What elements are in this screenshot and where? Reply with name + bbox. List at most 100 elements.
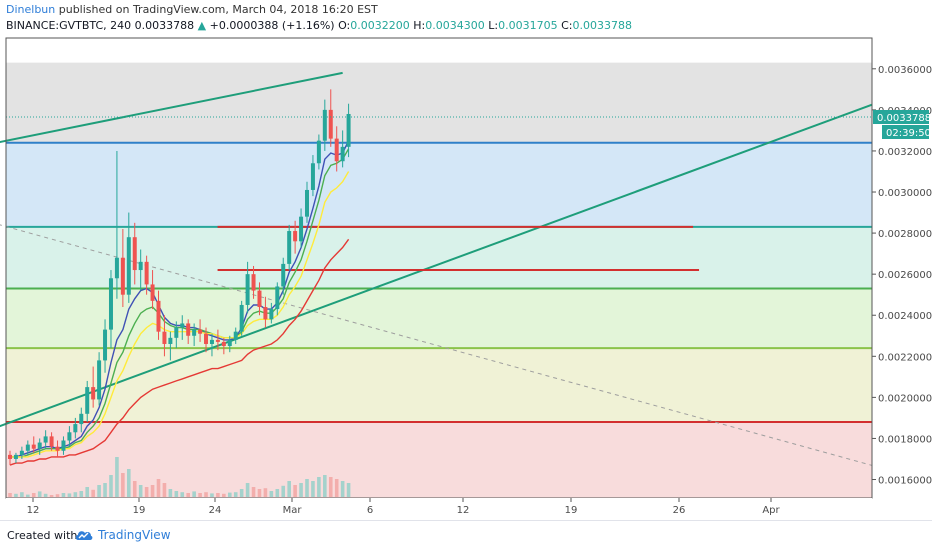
moving-average-line (10, 148, 350, 458)
candle-body (67, 432, 72, 441)
candle (37, 438, 42, 455)
candle-body (174, 327, 179, 338)
fib-band (6, 348, 872, 423)
fib-band (6, 226, 872, 289)
candle-body (204, 333, 209, 344)
close-label: C: (561, 19, 573, 32)
candle (114, 150, 119, 299)
candle (8, 450, 12, 466)
candle-body (31, 444, 36, 449)
candle-body (287, 231, 292, 264)
candle-body (120, 257, 125, 295)
candle (31, 436, 36, 453)
volume-bar (67, 493, 72, 497)
volume-bar (239, 489, 244, 497)
volume-bar (73, 492, 78, 497)
volume-bar (233, 492, 238, 497)
price-change: +0.0000388 (+1.16%) (209, 19, 335, 32)
candlesticks (8, 89, 351, 466)
candle (55, 440, 60, 457)
volume-bar (216, 493, 220, 497)
volume-bar (109, 475, 113, 497)
candle (186, 319, 191, 344)
candle-body (346, 113, 351, 147)
volume-bar (222, 493, 226, 497)
candle-body (310, 163, 315, 190)
candle (132, 222, 137, 285)
candle-body (8, 454, 12, 459)
candle-body (269, 309, 274, 320)
candle-body (91, 387, 96, 400)
candle-body (340, 146, 345, 162)
candle-body (103, 329, 108, 361)
moving-average-line (10, 140, 350, 458)
candle-body (299, 216, 304, 242)
time-axis[interactable] (6, 498, 872, 520)
candle (227, 335, 232, 353)
candle-body (126, 237, 131, 295)
price-chart[interactable]: 0.00360000.00340000.00320000.00300000.00… (0, 0, 932, 520)
x-tick-label: 24 (209, 505, 222, 516)
candle (138, 249, 143, 291)
fib-band (6, 288, 872, 349)
tradingview-brand[interactable]: TradingView (74, 528, 171, 542)
volume-bar (198, 493, 202, 497)
candle (316, 134, 321, 170)
candle-body (97, 360, 102, 400)
volume-bar (245, 483, 250, 497)
volume-bar (150, 485, 155, 497)
ohlc-legend: BINANCE:GVTBTC, 240 0.0033788 ▲ +0.00003… (6, 19, 632, 32)
candle-body (328, 109, 333, 139)
candle (91, 366, 96, 408)
last-price: 0.0033788 (134, 19, 195, 32)
candle-body (281, 263, 286, 287)
countdown-tag (882, 125, 929, 139)
volume-bar (97, 485, 101, 497)
candle (174, 321, 179, 349)
volume-bar (31, 493, 36, 497)
price-tag-value: 0.0033788 (877, 113, 931, 124)
x-tick-label: 26 (673, 505, 686, 516)
y-tick-label: 0.0024000 (878, 311, 932, 322)
volume-bar (186, 493, 190, 497)
candle (263, 296, 268, 328)
candle (257, 282, 262, 316)
candle-body (114, 257, 119, 279)
volume-bar (8, 493, 12, 497)
volume-bar (227, 492, 232, 497)
y-tick-label: 0.0018000 (878, 434, 932, 445)
candle (239, 300, 244, 336)
candle (144, 255, 149, 295)
candle (120, 228, 125, 308)
publish-info: Dinelbun published on TradingView.com, M… (6, 3, 378, 16)
candle-body (215, 339, 220, 342)
candle (215, 329, 220, 351)
candle-body (263, 307, 268, 320)
low-value: 0.0031705 (498, 19, 558, 32)
candle (13, 452, 18, 464)
x-tick-label: 6 (367, 505, 373, 516)
candle (293, 220, 298, 254)
volume-bar (328, 477, 333, 497)
symbol-label: BINANCE:GVTBTC, 240 (6, 19, 132, 32)
volume-bar (55, 494, 60, 497)
author-link[interactable]: Dinelbun (6, 3, 56, 16)
volume-bar (204, 492, 208, 497)
volume-bar (340, 481, 345, 497)
candle (328, 89, 333, 147)
candle-body (156, 300, 161, 332)
volume-bar (49, 495, 54, 497)
volume-bars (8, 457, 351, 497)
candle-body (198, 329, 203, 334)
volume-bar (162, 483, 167, 497)
volume-bar (91, 489, 95, 497)
y-tick-label: 0.0020000 (878, 393, 932, 404)
candle-body (49, 436, 54, 447)
y-tick-label: 0.0030000 (878, 188, 932, 199)
candle-body (85, 387, 90, 414)
candle-body (245, 274, 250, 305)
x-tick-label: 19 (133, 505, 146, 516)
candle-body (73, 424, 78, 433)
close-value: 0.0033788 (572, 19, 632, 32)
candle-body (221, 341, 226, 347)
